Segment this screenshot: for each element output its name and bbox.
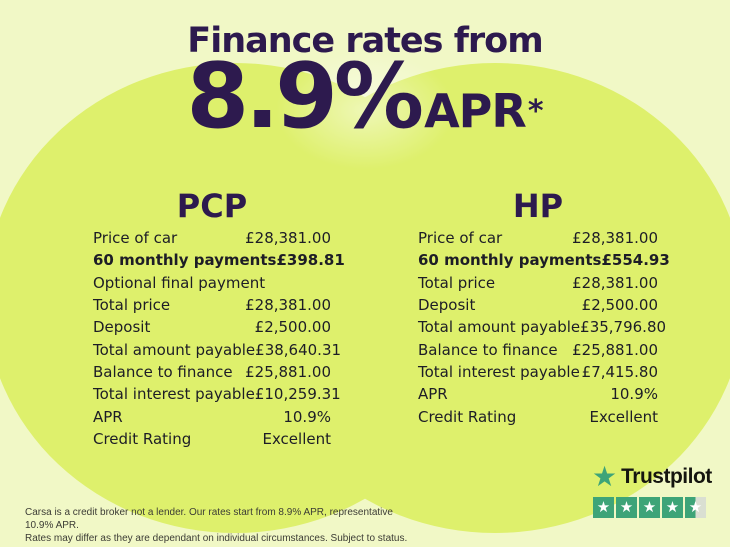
- table-row: 60 monthly payments £554.93: [418, 249, 670, 271]
- row-label: Total price: [93, 296, 171, 315]
- center-glow-decoration: [275, 50, 455, 170]
- row-label: Total price: [418, 273, 496, 292]
- rating-star: ★: [685, 497, 706, 518]
- table-row: Price of car £28,381.00: [93, 227, 331, 249]
- table-row: APR 10.9%: [418, 383, 658, 405]
- table-row: Optional final payment: [93, 272, 331, 294]
- trustpilot-stars: ★ ★ ★ ★ ★: [593, 497, 714, 518]
- headline-rate: 8.9% APR *: [0, 44, 730, 149]
- pcp-finance-table: PCP Price of car £28,381.00 60 monthly pay…: [93, 187, 345, 450]
- row-label: Total interest payable: [93, 385, 255, 404]
- hp-finance-table: HP Price of car £28,381.00 60 monthly paym…: [418, 187, 670, 428]
- row-label: APR: [418, 385, 448, 404]
- hp-table-rows: Price of car £28,381.00 60 monthly payment…: [418, 227, 670, 428]
- row-label: Deposit: [93, 318, 151, 337]
- row-label: Credit Rating: [418, 407, 517, 426]
- table-row: Total interest payable £7,415.80: [418, 361, 658, 383]
- trustpilot-logo: ★ Trustpilot: [592, 460, 714, 493]
- star-icon: ★: [596, 498, 611, 516]
- table-row: Credit Rating Excellent: [93, 428, 331, 450]
- row-value: £28,381.00: [572, 273, 658, 292]
- row-value: £28,381.00: [572, 229, 658, 248]
- star-icon: ★: [642, 498, 657, 516]
- star-icon: ★: [688, 498, 703, 516]
- rating-star: ★: [593, 497, 614, 518]
- row-value: £10,259.31: [254, 385, 341, 404]
- rate-value: 8.9%: [186, 44, 424, 149]
- rate-asterisk: *: [527, 94, 544, 129]
- row-value: £554.93: [601, 251, 670, 270]
- row-value: £28,381.00: [245, 296, 331, 315]
- rating-star: ★: [639, 497, 660, 518]
- row-value: £28,381.00: [245, 229, 331, 248]
- row-label: Balance to finance: [418, 340, 558, 359]
- table-row: Total price £28,381.00: [93, 294, 331, 316]
- row-label: Total amount payable: [93, 340, 256, 359]
- row-value: Excellent: [262, 429, 331, 448]
- trustpilot-badge[interactable]: ★ Trustpilot ★ ★ ★ ★ ★: [592, 460, 714, 518]
- row-value: Excellent: [589, 407, 658, 426]
- row-label: Total amount payable: [418, 318, 581, 337]
- row-label: Total interest payable: [418, 362, 580, 381]
- hp-table-heading: HP: [512, 187, 564, 225]
- row-label: Optional final payment: [93, 273, 266, 292]
- row-label: Deposit: [418, 296, 476, 315]
- row-value: £2,500.00: [581, 296, 658, 315]
- row-value: £398.81: [276, 251, 345, 270]
- rating-star: ★: [616, 497, 637, 518]
- row-value: £35,796.80: [580, 318, 667, 337]
- row-value: £7,415.80: [581, 362, 658, 381]
- table-row: Deposit £2,500.00: [418, 294, 658, 316]
- trustpilot-star-icon: ★: [592, 460, 618, 493]
- row-value: £2,500.00: [254, 318, 331, 337]
- row-label: 60 monthly payments: [93, 251, 277, 270]
- row-value: £38,640.31: [255, 340, 342, 359]
- row-value: 10.9%: [283, 407, 331, 426]
- trustpilot-wordmark: Trustpilot: [621, 465, 712, 488]
- pcp-table-rows: Price of car £28,381.00 60 monthly payment…: [93, 227, 345, 450]
- row-label: Credit Rating: [93, 429, 192, 448]
- pcp-table-heading: PCP: [176, 187, 248, 225]
- row-value: £25,881.00: [245, 362, 331, 381]
- legal-disclaimer: Carsa is a credit broker not a lender. O…: [25, 506, 415, 545]
- row-label: APR: [93, 407, 123, 426]
- row-value: £25,881.00: [572, 340, 658, 359]
- star-icon: ★: [619, 498, 634, 516]
- table-row: Total amount payable £35,796.80: [418, 316, 666, 338]
- table-row: Price of car £28,381.00: [418, 227, 658, 249]
- table-row: Balance to finance £25,881.00: [93, 361, 331, 383]
- disclaimer-line: Rates may differ as they are dependant o…: [25, 533, 408, 544]
- finance-title: Finance rates from: [187, 21, 543, 61]
- table-row: Balance to finance £25,881.00: [418, 338, 658, 360]
- table-row: Deposit £2,500.00: [93, 316, 331, 338]
- disclaimer-line: Carsa is a credit broker not a lender. O…: [25, 507, 393, 531]
- table-row: Total amount payable £38,640.31: [93, 338, 341, 360]
- table-row: Credit Rating Excellent: [418, 405, 658, 427]
- table-row: Total price £28,381.00: [418, 272, 658, 294]
- star-icon: ★: [665, 498, 680, 516]
- table-row: APR 10.9%: [93, 405, 331, 427]
- row-label: Balance to finance: [93, 362, 233, 381]
- row-value: 10.9%: [610, 385, 658, 404]
- row-label: Price of car: [93, 229, 178, 248]
- table-row: Total interest payable £10,259.31: [93, 383, 341, 405]
- table-row: 60 monthly payments £398.81: [93, 249, 345, 271]
- row-label: Price of car: [418, 229, 503, 248]
- rate-suffix: APR: [424, 84, 527, 138]
- row-label: 60 monthly payments: [418, 251, 602, 270]
- rating-star: ★: [662, 497, 683, 518]
